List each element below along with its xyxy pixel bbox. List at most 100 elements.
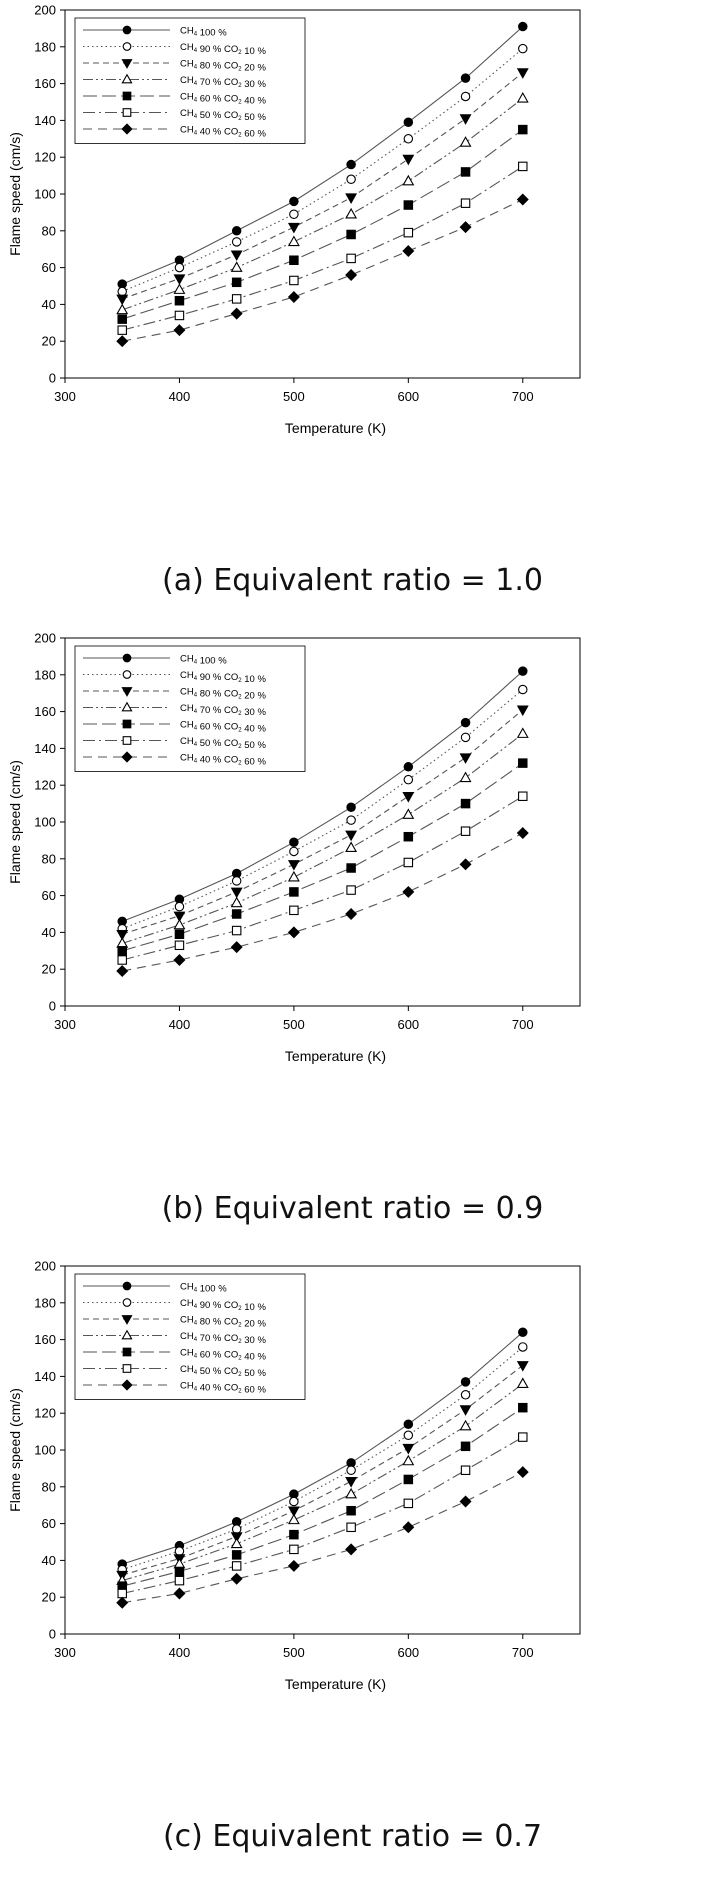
data-point bbox=[403, 134, 414, 144]
y-tick-label: 160 bbox=[34, 704, 56, 719]
legend-label: CH4 60 % CO2 40 % bbox=[180, 92, 266, 107]
data-point bbox=[345, 841, 358, 853]
data-point bbox=[459, 1419, 472, 1431]
data-point bbox=[287, 926, 300, 939]
data-point bbox=[230, 261, 243, 272]
series-line bbox=[122, 1331, 524, 1565]
series-7 bbox=[116, 193, 529, 348]
y-tick-label: 80 bbox=[42, 1479, 56, 1494]
legend-marker bbox=[121, 123, 133, 135]
series-6 bbox=[117, 161, 528, 335]
data-point bbox=[402, 1454, 415, 1466]
legend-label: CH4 70 % CO2 30 % bbox=[180, 1331, 266, 1346]
data-point bbox=[231, 1550, 242, 1560]
data-point bbox=[345, 1543, 358, 1556]
data-point bbox=[230, 1537, 243, 1549]
legend-marker bbox=[122, 653, 132, 663]
y-axis-label: Flame speed (cm/s) bbox=[7, 1388, 23, 1512]
data-point bbox=[403, 774, 414, 785]
data-point bbox=[403, 200, 414, 210]
y-tick-label: 200 bbox=[34, 3, 56, 18]
series-line bbox=[122, 1383, 524, 1582]
x-tick-label: 300 bbox=[54, 1017, 76, 1032]
data-point bbox=[345, 1487, 358, 1499]
y-tick-label: 180 bbox=[34, 667, 56, 682]
data-point bbox=[402, 174, 415, 186]
chart-caption-b: (b) Equivalent ratio = 0.9 bbox=[161, 1191, 544, 1226]
data-point bbox=[117, 1588, 127, 1599]
legend-marker bbox=[122, 1364, 132, 1373]
data-point bbox=[173, 1587, 186, 1600]
series-line bbox=[122, 709, 524, 935]
legend-box bbox=[74, 645, 306, 772]
data-point bbox=[459, 221, 472, 234]
data-point bbox=[174, 1546, 185, 1556]
series-4 bbox=[116, 91, 529, 315]
data-point bbox=[460, 91, 471, 102]
data-point bbox=[345, 193, 358, 205]
data-point bbox=[231, 277, 242, 288]
series-2 bbox=[117, 684, 528, 934]
data-point bbox=[516, 91, 529, 103]
legend-label: CH4 40 % CO2 60 % bbox=[180, 1381, 266, 1396]
y-tick-label: 140 bbox=[34, 1369, 56, 1384]
data-point bbox=[402, 1521, 415, 1534]
data-point bbox=[173, 274, 186, 285]
data-point bbox=[289, 887, 299, 897]
series-line bbox=[122, 733, 524, 944]
legend-marker bbox=[122, 1347, 132, 1357]
data-point bbox=[345, 908, 358, 920]
data-point bbox=[287, 222, 300, 234]
data-point bbox=[287, 235, 300, 247]
series-3 bbox=[116, 705, 529, 941]
data-point bbox=[460, 1465, 471, 1475]
series-line bbox=[122, 72, 524, 300]
legend-label: CH4 80 % CO2 20 % bbox=[180, 59, 266, 74]
x-tick-label: 500 bbox=[283, 1645, 305, 1660]
x-tick-label: 700 bbox=[512, 1017, 534, 1032]
data-point bbox=[459, 136, 472, 147]
x-tick-label: 400 bbox=[169, 1645, 191, 1660]
series-4 bbox=[116, 727, 529, 948]
series-line bbox=[122, 795, 524, 961]
data-point bbox=[289, 255, 299, 265]
data-point bbox=[516, 827, 529, 840]
legend-marker bbox=[121, 687, 133, 697]
y-tick-label: 200 bbox=[34, 631, 56, 646]
data-point bbox=[460, 732, 471, 743]
data-point bbox=[346, 863, 356, 873]
chart-panel-a: 0 20 40 60 80 100 120 140 160 180 200 300 400 500 600 7… bbox=[0, 0, 705, 620]
data-point bbox=[231, 237, 242, 247]
data-point bbox=[230, 250, 243, 262]
series-1 bbox=[117, 21, 528, 289]
x-tick-label: 600 bbox=[397, 1645, 419, 1660]
legend-label: CH4 40 % CO2 60 % bbox=[180, 125, 266, 140]
data-point bbox=[287, 1559, 300, 1572]
data-point bbox=[516, 1377, 529, 1389]
data-point bbox=[402, 808, 415, 819]
data-point bbox=[345, 1477, 358, 1488]
data-point bbox=[117, 286, 127, 297]
x-tick-label: 600 bbox=[397, 1017, 419, 1032]
legend-marker bbox=[122, 736, 132, 745]
data-point bbox=[346, 885, 356, 895]
y-tick-label: 180 bbox=[34, 1295, 56, 1310]
legend-marker bbox=[121, 1315, 133, 1325]
data-point bbox=[231, 1561, 242, 1571]
legend-marker bbox=[122, 42, 132, 51]
data-point bbox=[459, 1405, 472, 1416]
data-point bbox=[345, 207, 358, 219]
x-tick-label: 300 bbox=[54, 1645, 76, 1660]
x-axis-label: Temperature (K) bbox=[285, 1676, 386, 1692]
data-point bbox=[231, 294, 242, 304]
chart-caption-a: (a) Equivalent ratio = 1.0 bbox=[161, 563, 543, 598]
series-5 bbox=[117, 758, 528, 956]
data-point bbox=[403, 831, 414, 842]
legend-label: CH4 100 % bbox=[180, 26, 227, 39]
data-point bbox=[518, 1402, 528, 1413]
data-point bbox=[174, 1566, 185, 1577]
legend-marker bbox=[122, 108, 132, 117]
data-point bbox=[459, 771, 472, 783]
y-tick-label: 100 bbox=[34, 1443, 56, 1458]
data-point bbox=[403, 857, 414, 868]
